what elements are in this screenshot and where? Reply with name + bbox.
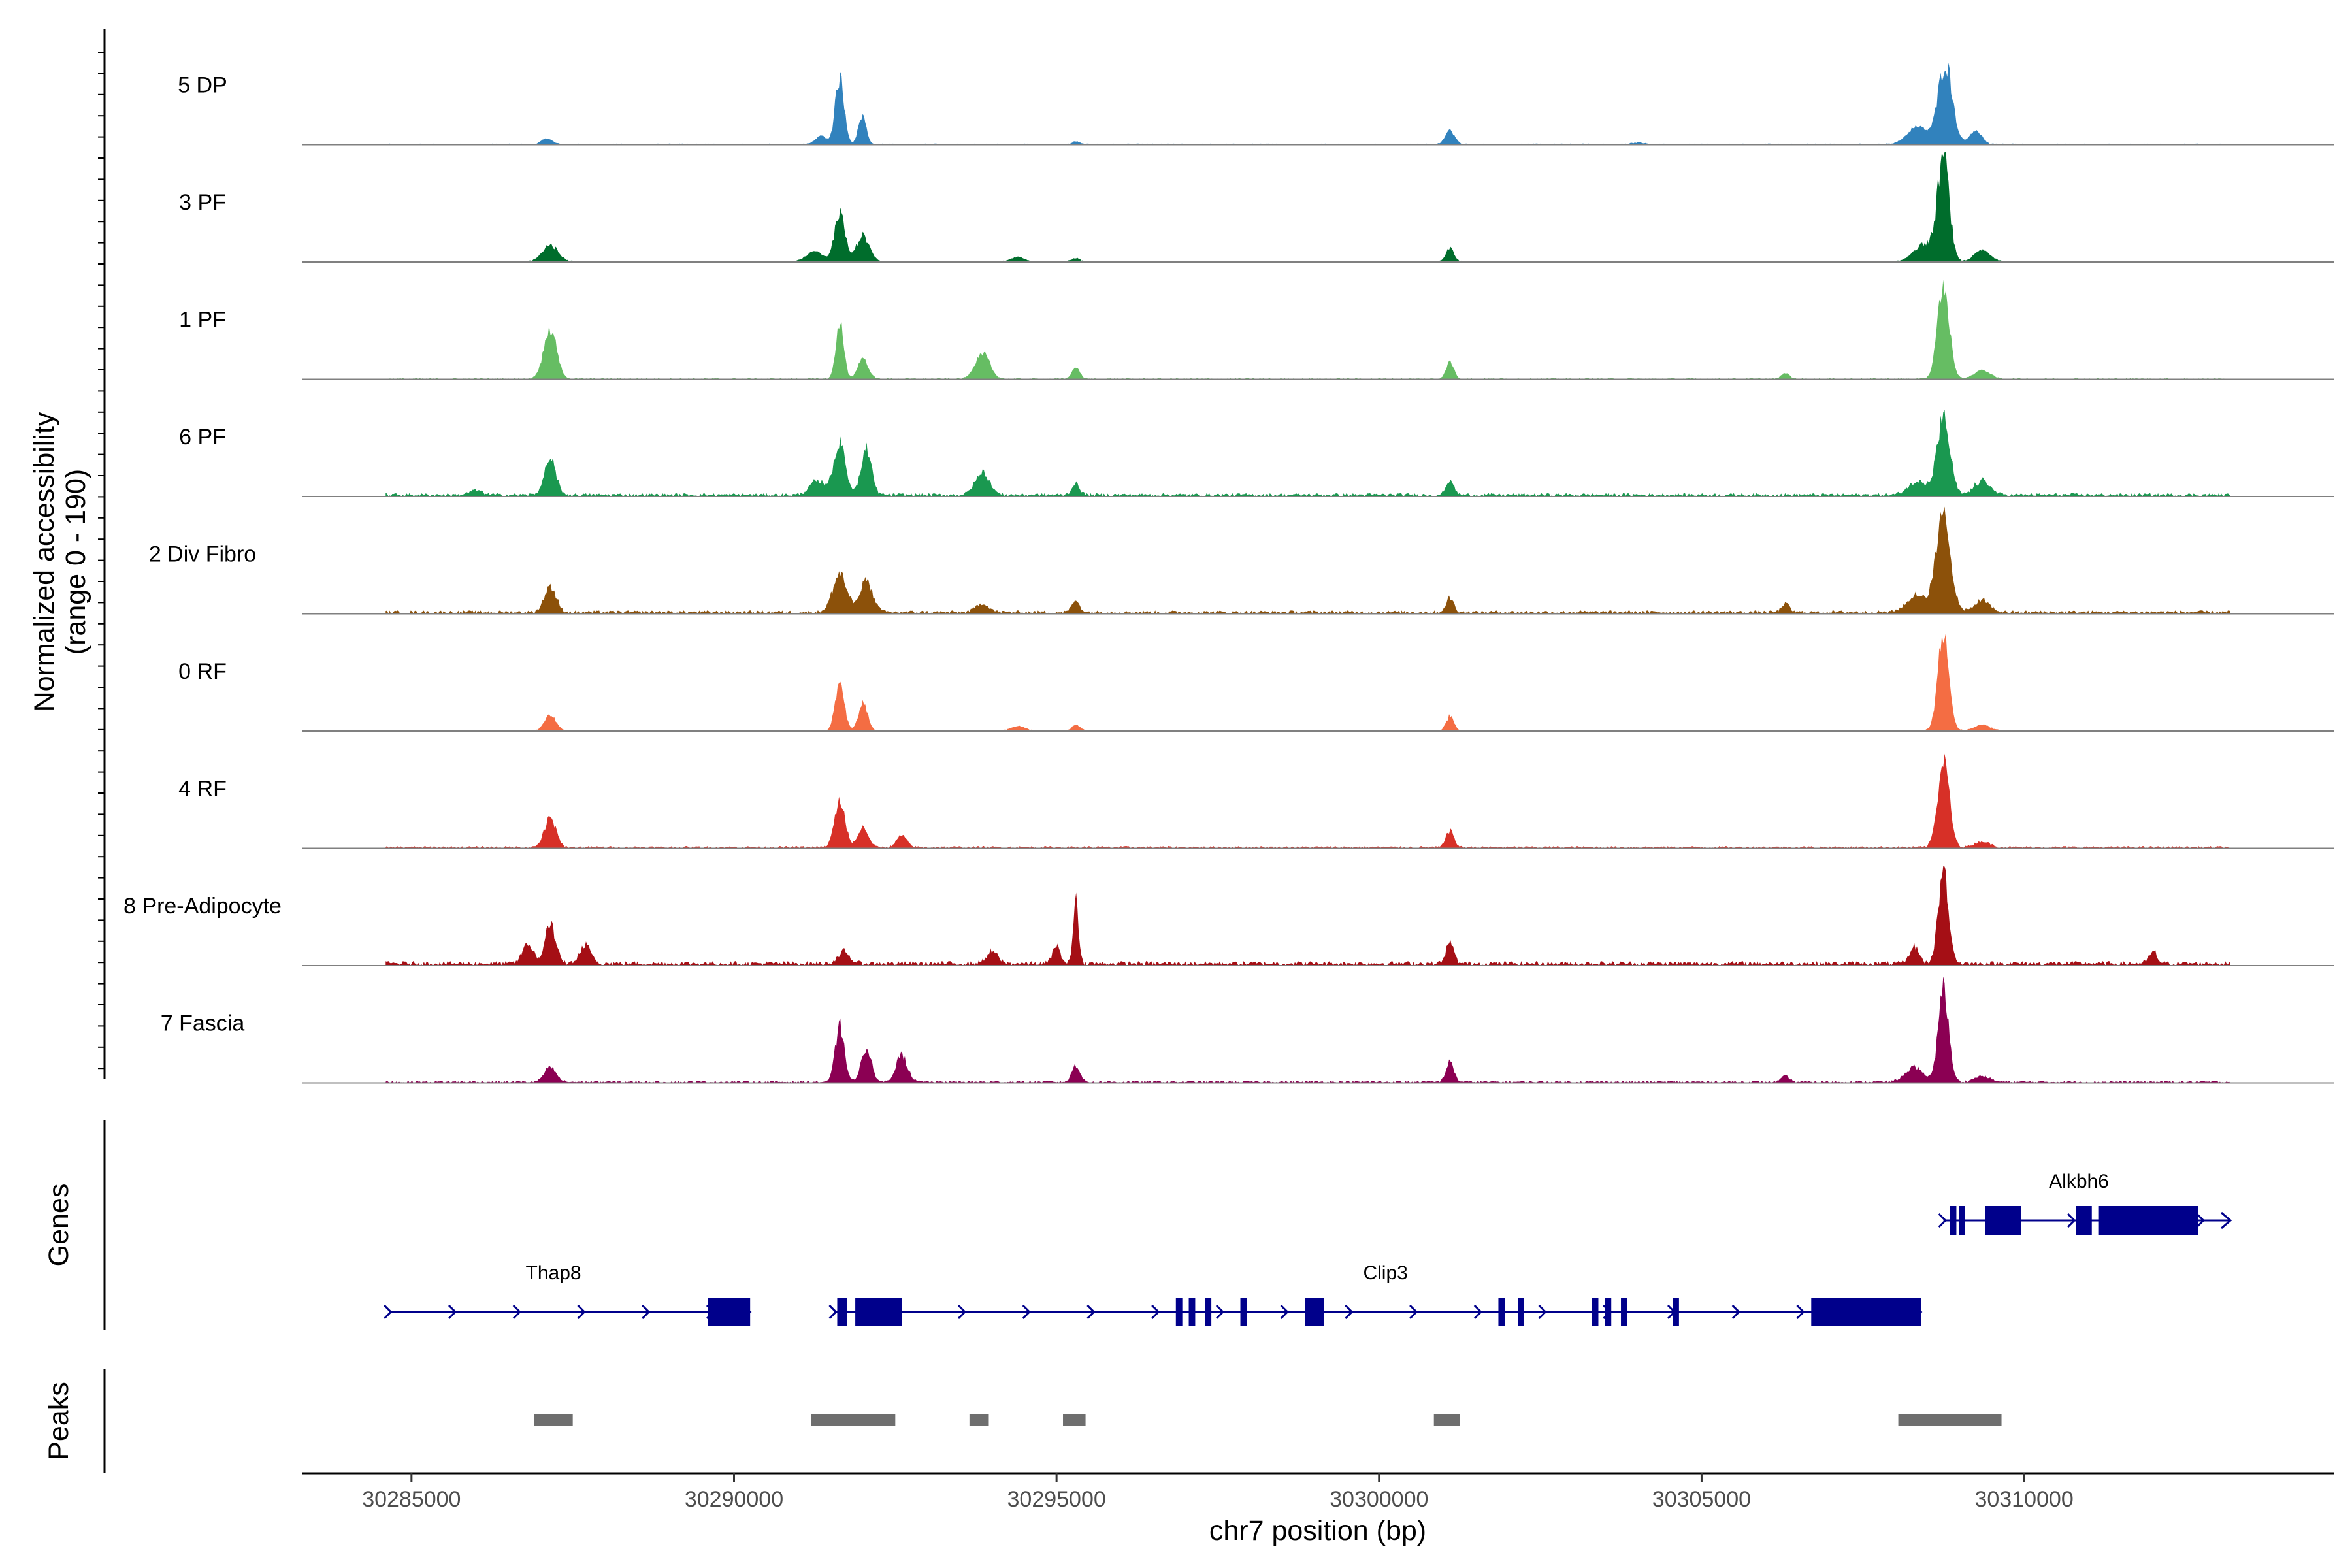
track-1-pf: 1 PF <box>179 280 2334 380</box>
strand-arrow <box>1215 1304 1225 1320</box>
x-tick-label: 30310000 <box>1974 1487 2073 1512</box>
y-title-line1: Normalized accessibility <box>29 412 60 711</box>
track-0-rf: 0 RF <box>178 632 2334 732</box>
peak-region <box>1063 1414 1086 1426</box>
peaks-panel-title: Peaks <box>43 1382 74 1460</box>
strand-arrow <box>1731 1304 1740 1320</box>
gene-label: Thap8 <box>526 1262 581 1284</box>
x-axis-title: chr7 position (bp) <box>1209 1515 1426 1546</box>
gene-exon <box>2098 1206 2198 1235</box>
strand-arrow <box>957 1304 967 1320</box>
gene-thap8: Thap8 <box>384 1262 752 1326</box>
gene-exon <box>708 1298 751 1326</box>
y-title-line2: (range 0 - 190) <box>60 469 91 655</box>
gene-exon <box>1605 1298 1612 1326</box>
track-label: 6 PF <box>179 425 226 449</box>
coverage-area <box>385 280 2230 380</box>
strand-arrow <box>1538 1304 1547 1320</box>
track-6-pf: 6 PF <box>179 409 2334 497</box>
gene-exon <box>1188 1298 1196 1326</box>
gene-exon <box>1811 1298 1921 1326</box>
track-3-pf: 3 PF <box>179 152 2334 263</box>
gene-exon <box>2076 1206 2092 1235</box>
track-8-pre-adipocyte: 8 Pre-Adipocyte <box>123 866 2334 966</box>
x-axis-ticks: 30285000 30290000 30295000 30300000 30305000… <box>362 1473 2074 1512</box>
gene-exon <box>1950 1206 1957 1235</box>
strand-arrow <box>512 1304 521 1320</box>
strand-arrow <box>2196 1213 2205 1228</box>
track-2-div-fibro: 2 Div Fibro <box>149 506 2334 615</box>
track-label: 0 RF <box>178 659 227 684</box>
coverage-area <box>385 866 2230 966</box>
peak-regions <box>534 1414 2002 1426</box>
track-5-dp: 5 DP <box>178 63 2334 146</box>
peak-region <box>534 1414 573 1426</box>
strand-arrow <box>2067 1213 2076 1228</box>
coverage-area <box>385 976 2230 1083</box>
gene-exon <box>1621 1298 1627 1326</box>
coverage-area <box>385 63 2230 145</box>
coverage-tracks: 5 DP 3 PF 1 PF 6 PF 2 Div Fibro 0 RF 4 RF 8 Pre… <box>123 63 2334 1084</box>
peak-region <box>1433 1414 1460 1426</box>
gene-label: Clip3 <box>1363 1262 1407 1284</box>
gene-exon <box>1205 1298 1212 1326</box>
gene-exon <box>855 1298 902 1326</box>
track-7-fascia: 7 Fascia <box>161 976 2334 1084</box>
track-label: 5 DP <box>178 73 227 98</box>
strand-arrow <box>1796 1304 1805 1320</box>
gene-alkbh6: Alkbh6 <box>1938 1171 2232 1235</box>
strand-arrow <box>384 1304 393 1320</box>
gene-exon <box>1240 1298 1247 1326</box>
gene-exon <box>1498 1298 1505 1326</box>
gene-exon <box>1305 1298 1324 1326</box>
track-label: 4 RF <box>178 777 227 802</box>
coverage-area <box>385 632 2230 731</box>
strand-arrow <box>1938 1213 1947 1228</box>
genes-panel-title: Genes <box>43 1184 74 1267</box>
peak-region <box>811 1414 896 1426</box>
coverage-area <box>385 152 2230 262</box>
gene-clip3: Clip3 <box>828 1262 1923 1326</box>
x-tick-label: 30300000 <box>1330 1487 1428 1512</box>
gene-exon <box>837 1298 847 1326</box>
strand-arrow <box>828 1304 838 1320</box>
strand-arrow <box>1151 1304 1160 1320</box>
x-tick-label: 30285000 <box>362 1487 461 1512</box>
strand-arrow <box>642 1304 651 1320</box>
coverage-y-ticks <box>98 52 105 1070</box>
coverage-area <box>385 506 2230 614</box>
strand-arrow <box>1345 1304 1354 1320</box>
track-label: 2 Div Fibro <box>149 542 256 567</box>
gene-exon <box>1518 1298 1524 1326</box>
coverage-area <box>385 753 2230 849</box>
gene-annotations: Thap8 Clip3 Alkbh6 <box>384 1171 2232 1326</box>
x-tick-label: 30305000 <box>1652 1487 1751 1512</box>
strand-arrow <box>1280 1304 1289 1320</box>
gene-exon <box>1175 1298 1183 1326</box>
strand-arrow <box>577 1304 586 1320</box>
track-label: 3 PF <box>179 190 226 215</box>
gene-label: Alkbh6 <box>2049 1171 2109 1192</box>
track-4-rf: 4 RF <box>178 753 2334 849</box>
strand-arrow <box>1022 1304 1031 1320</box>
track-label: 7 Fascia <box>161 1011 245 1036</box>
coverage-y-title: Normalized accessibility (range 0 - 190) <box>29 412 91 711</box>
peak-region <box>969 1414 989 1426</box>
gene-exon <box>1959 1206 1965 1235</box>
strand-arrow <box>2221 1211 2232 1230</box>
peak-region <box>1898 1414 2002 1426</box>
coverage-area <box>385 409 2230 497</box>
x-tick-label: 30290000 <box>685 1487 783 1512</box>
strand-arrow <box>448 1304 457 1320</box>
strand-arrow <box>1409 1304 1418 1320</box>
track-label: 8 Pre-Adipocyte <box>123 894 282 919</box>
strand-arrow <box>1086 1304 1096 1320</box>
gene-exon <box>1592 1298 1599 1326</box>
gene-exon <box>1673 1298 1679 1326</box>
gene-exon <box>1985 1206 2021 1235</box>
track-label: 1 PF <box>179 308 226 333</box>
strand-arrow <box>1473 1304 1482 1320</box>
x-tick-label: 30295000 <box>1007 1487 1106 1512</box>
